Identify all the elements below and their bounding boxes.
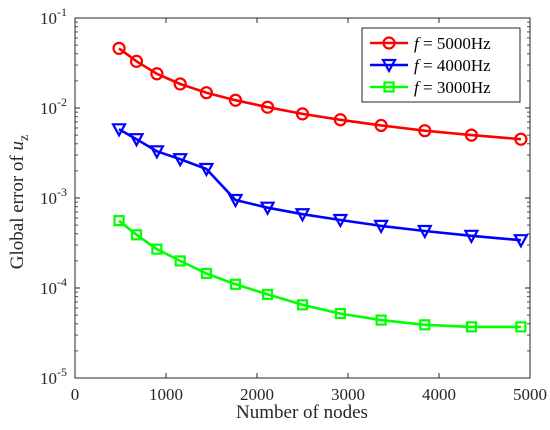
- data-point: [172, 153, 189, 168]
- data-point: [198, 162, 215, 178]
- data-point: [174, 255, 186, 267]
- data-point: [514, 132, 528, 146]
- series-2: [113, 215, 527, 333]
- data-point: [334, 307, 346, 320]
- data-point: [151, 243, 163, 255]
- data-point: [261, 288, 274, 300]
- data-point: [259, 201, 276, 217]
- series-1: [111, 123, 529, 249]
- data-point: [333, 113, 347, 127]
- y-tick-label: 10-1: [40, 5, 67, 28]
- data-point: [294, 208, 311, 223]
- legend-entry: f = 3000Hz: [370, 78, 491, 97]
- data-point: [374, 118, 388, 133]
- data-point: [373, 219, 389, 235]
- y-tick-label: 10-4: [40, 275, 67, 298]
- series-line: [118, 47, 522, 141]
- data-point: [260, 100, 275, 114]
- data-point: [375, 314, 387, 326]
- data-point: [200, 267, 213, 280]
- legend: f = 5000Hz f = 4000Hz f = 3000Hz: [361, 27, 521, 103]
- data-point: [199, 86, 214, 100]
- legend-label: f = 3000Hz: [414, 78, 491, 97]
- series-0: [112, 41, 528, 146]
- series-line: [118, 219, 521, 329]
- plot-area: [111, 41, 529, 333]
- y-tick-label: 10-2: [40, 95, 67, 118]
- x-axis-label: Number of nodes: [236, 402, 368, 423]
- data-point: [418, 124, 432, 138]
- data-point: [130, 229, 143, 241]
- y-axis-label: Global error of uz: [7, 135, 32, 269]
- data-point: [173, 77, 187, 91]
- legend-marker: [382, 36, 396, 50]
- legend-entry: f = 4000Hz: [370, 56, 491, 75]
- x-tick-label: 4000: [422, 385, 456, 404]
- data-point: [463, 229, 480, 245]
- y-axis-label-subscript: z: [17, 135, 32, 141]
- x-tick-label: 0: [71, 385, 80, 404]
- data-point: [129, 54, 144, 68]
- series-line: [118, 128, 522, 242]
- data-point: [113, 215, 125, 227]
- y-tick-label: 10-5: [40, 365, 67, 388]
- data-point: [416, 224, 433, 240]
- legend-label: f = 4000Hz: [414, 56, 491, 75]
- data-point: [111, 123, 127, 138]
- data-point: [419, 319, 431, 331]
- y-axis-label-variable: u: [7, 141, 28, 151]
- legend-label: f = 5000Hz: [414, 34, 491, 53]
- legend-marker: [381, 58, 397, 74]
- data-point: [227, 193, 244, 209]
- data-point: [229, 278, 242, 290]
- data-point: [513, 234, 529, 249]
- data-point: [228, 93, 243, 107]
- data-point: [112, 41, 126, 55]
- x-tick-label: 3000: [331, 385, 365, 404]
- axes: 0 1000 2000 3000 4000 5000 10-5 10-4 10-3 10-2 10-…: [40, 5, 547, 404]
- y-tick-label: 10-3: [40, 185, 67, 208]
- data-point: [465, 321, 477, 333]
- data-point: [128, 133, 145, 148]
- y-axis-label-prefix: Global error of: [7, 151, 28, 270]
- data-point: [295, 107, 310, 121]
- data-point: [515, 321, 527, 333]
- x-tick-label: 1000: [149, 385, 183, 404]
- data-point: [150, 67, 164, 81]
- legend-marker: [383, 81, 395, 93]
- x-tick-label: 5000: [513, 385, 547, 404]
- data-point: [332, 213, 349, 229]
- legend-entry: f = 5000Hz: [370, 34, 491, 53]
- x-tick-label: 2000: [240, 385, 274, 404]
- data-point: [296, 299, 309, 311]
- data-point: [464, 128, 478, 142]
- data-point: [149, 145, 165, 160]
